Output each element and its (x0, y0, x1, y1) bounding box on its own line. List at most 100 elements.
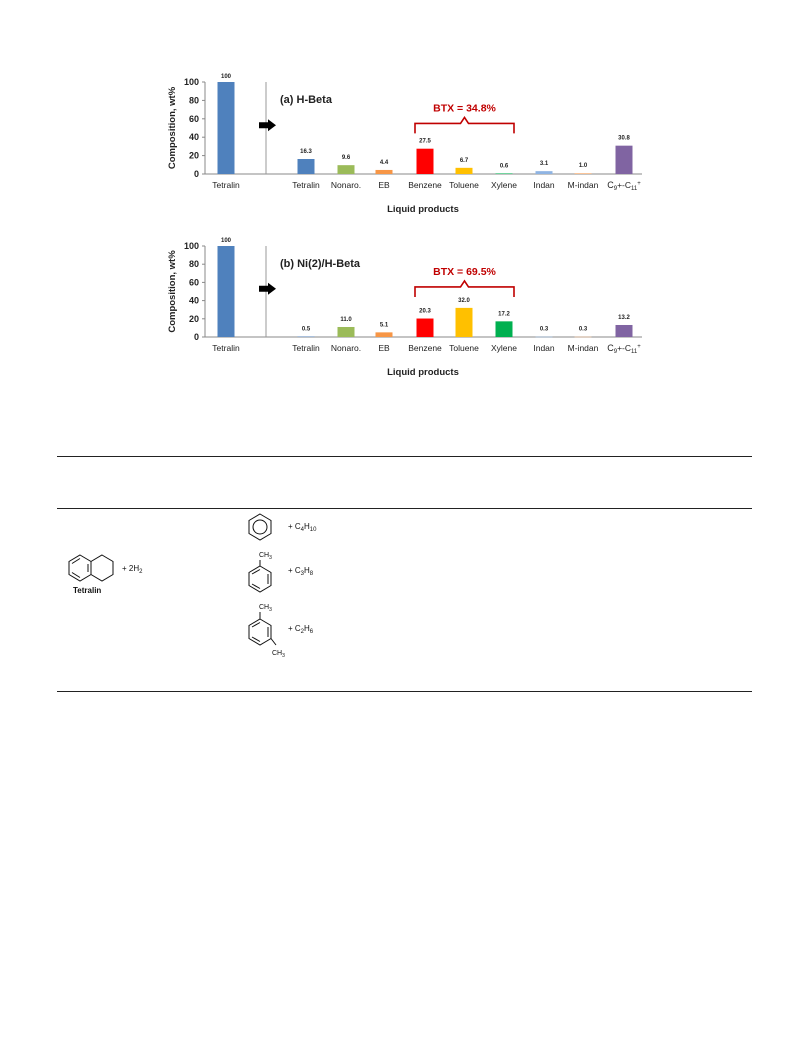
chart1-btx-bracket (414, 115, 515, 134)
chart1-bar-6 (495, 173, 513, 174)
chart1-category-label: Indan (533, 180, 555, 190)
chart1-bar-1 (297, 159, 315, 174)
chart1-y-tick-label: 60 (189, 114, 199, 124)
chart1-bar-3 (375, 169, 393, 174)
chart2-category-label: Toluene (449, 343, 479, 353)
chart1-bar-2 (337, 165, 355, 174)
chart1-category-label: C9+-C11+ (607, 180, 641, 192)
chart2-title: (b) Ni(2)/H-Beta (280, 258, 361, 270)
chart2-bar-value-label: 32.0 (458, 298, 470, 304)
chart1-feed-value-label: 100 (221, 74, 232, 80)
butane-coproduct: + C4H10 (288, 522, 317, 533)
chart2-category-label: Nonaro. (331, 343, 361, 353)
table-bottom-rule (57, 691, 752, 692)
chart2-bar-6 (495, 321, 513, 337)
chart2-y-tick-label: 100 (184, 241, 199, 251)
chart1-category-label: Nonaro. (331, 180, 361, 190)
chart1-bar-value-label: 6.7 (460, 158, 469, 164)
chart2-category-label: Xylene (491, 343, 517, 353)
chart2-category-label: Benzene (408, 343, 442, 353)
chart2-bar-value-label: 17.2 (498, 311, 510, 317)
chart2-y-tick-label: 40 (189, 296, 199, 306)
chart2-bar-4 (416, 318, 434, 337)
chart1-category-label: Benzene (408, 180, 442, 190)
chart1-y-tick-label: 100 (184, 77, 199, 87)
chart2-y-tick-label: 80 (189, 259, 199, 269)
chart1-bar-9 (615, 145, 633, 174)
chart1-category-label: M-indan (568, 180, 599, 190)
chart1-y-tick-label: 20 (189, 151, 199, 161)
chart2-bar-value-label: 0.3 (540, 327, 549, 333)
chart2-feed-bar (217, 246, 235, 337)
chart2-arrow-icon (259, 282, 276, 295)
propane-coproduct: + C3H8 (288, 566, 314, 577)
chart2-y-axis-label: Composition, wt% (167, 250, 178, 333)
chart2-feed-category-label: Tetralin (212, 343, 240, 353)
chart2-bar-value-label: 0.3 (579, 327, 588, 333)
chart2-bar-value-label: 11.0 (340, 317, 352, 323)
tetralin-structure (68, 554, 114, 582)
chart2-bar-value-label: 13.2 (618, 315, 630, 321)
figure-charts: 0 20 40 60 80 100 Composition, wt% (a) H-Beta 10… (167, 74, 642, 378)
chart1-category-label: EB (378, 180, 390, 190)
chart2-x-axis-label: Liquid products (387, 367, 459, 378)
chart1-bar-8 (574, 173, 592, 174)
chart2-category-label: M-indan (568, 343, 599, 353)
chart2-y-tick-label: 60 (189, 277, 199, 287)
chart1-bar-4 (416, 148, 434, 174)
chart1-title: (a) H-Beta (280, 94, 333, 106)
chart1-bar-value-label: 27.5 (419, 139, 431, 145)
chart1-feed-bar (217, 82, 235, 174)
chart2-bar-value-label: 20.3 (419, 309, 431, 315)
chart2-bar-value-label: 0.5 (302, 327, 311, 333)
chart1-bar-value-label: 4.4 (380, 160, 389, 166)
chart2-btx-annotation: BTX = 69.5% (433, 266, 496, 278)
xylene-methyl-label-2: CH3 (272, 650, 285, 659)
chart2-bar-1 (297, 336, 315, 338)
chart1-category-label: Tetralin (292, 180, 320, 190)
chart1-bar-value-label: 3.1 (540, 161, 549, 167)
chart2-bar-5 (455, 307, 473, 337)
chart2-bar-7 (535, 336, 553, 338)
chart2-bar-value-label: 5.1 (380, 322, 389, 328)
chart1-bar-value-label: 1.0 (579, 163, 588, 169)
chart1-y-tick-label: 0 (194, 169, 199, 179)
chart1-category-label: Toluene (449, 180, 479, 190)
chart1-bar-value-label: 0.6 (500, 163, 509, 169)
toluene-structure (248, 560, 272, 593)
chart2-y-tick-label: 0 (194, 332, 199, 342)
chart1-y-tick-label: 80 (189, 95, 199, 105)
chart2-category-label: Indan (533, 343, 555, 353)
chart1-bar-value-label: 30.8 (618, 136, 630, 142)
chart2-feed-value-label: 100 (221, 238, 232, 244)
chart1-y-axis-label: Composition, wt% (167, 86, 178, 169)
chart1-bar-7 (535, 171, 553, 174)
chart1-category-label: Xylene (491, 180, 517, 190)
chart2-bar-9 (615, 324, 633, 337)
xylene-structure (248, 612, 277, 646)
chart2-bar-8 (574, 336, 592, 338)
chart1-feed-category-label: Tetralin (212, 180, 240, 190)
benzene-structure (248, 513, 272, 541)
chart2-bar-3 (375, 332, 393, 337)
ethane-coproduct: + C2H6 (288, 624, 314, 635)
hydrogen-coproduct: + 2H2 (122, 564, 143, 575)
chart1-arrow-icon (259, 119, 276, 132)
chart1-btx-annotation: BTX = 34.8% (433, 102, 496, 114)
chart2-bar-2 (337, 326, 355, 337)
chart1-bar-value-label: 9.6 (342, 155, 351, 161)
chart2-y-tick-label: 20 (189, 314, 199, 324)
chart2-category-label: C9+-C11+ (607, 343, 641, 355)
toluene-methyl-label: CH3 (259, 552, 272, 561)
table-header-rule (57, 508, 752, 509)
chart1-y-tick-label: 40 (189, 132, 199, 142)
table-top-rule (57, 456, 752, 457)
chart2-category-label: Tetralin (292, 343, 320, 353)
chart2-btx-bracket (414, 279, 515, 297)
chart1-bar-5 (455, 167, 473, 174)
chart1-bar-value-label: 16.3 (300, 149, 312, 155)
chart1-x-axis-label: Liquid products (387, 204, 459, 215)
chart2-category-label: EB (378, 343, 390, 353)
tetralin-label: Tetralin (73, 586, 101, 595)
